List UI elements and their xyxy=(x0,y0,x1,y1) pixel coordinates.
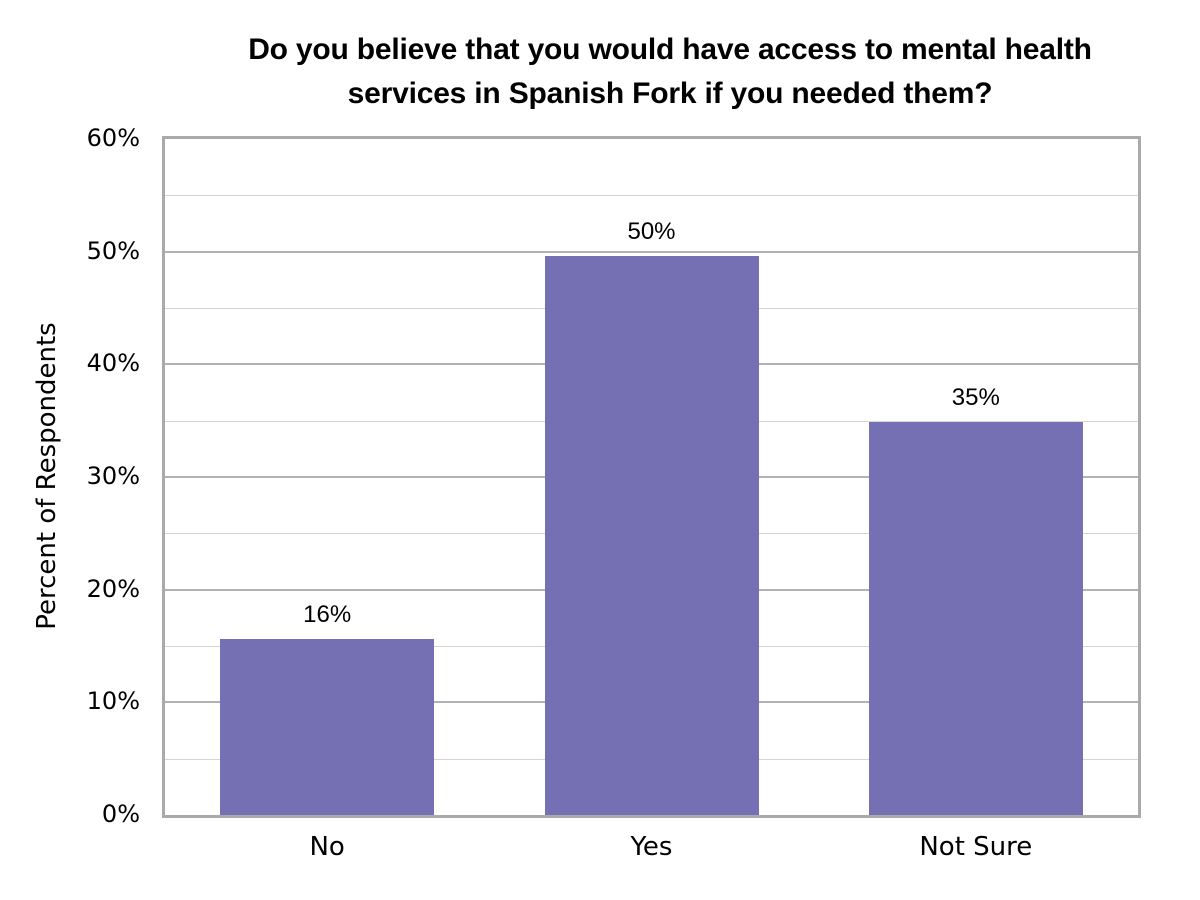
data-label: 50% xyxy=(627,218,676,246)
bar-not-sure xyxy=(868,421,1083,815)
y-tick-label: 60% xyxy=(86,124,140,152)
minor-gridline xyxy=(165,195,1138,197)
chart-title-line-2: services in Spanish Fork if you needed t… xyxy=(347,77,993,110)
bar-no xyxy=(220,639,435,815)
x-tick-label: Yes xyxy=(630,832,673,862)
data-label: 16% xyxy=(303,601,352,629)
major-gridline xyxy=(165,250,1138,253)
y-tick-label: 40% xyxy=(86,349,140,378)
chart-title-line-1: Do you believe that you would have acces… xyxy=(248,33,1092,66)
x-tick-label: Not Sure xyxy=(919,832,1033,862)
y-tick-label: 20% xyxy=(86,574,140,603)
plot-area xyxy=(162,136,1141,818)
y-tick-label: 30% xyxy=(86,462,140,490)
bar-yes xyxy=(544,256,759,815)
x-tick-label: No xyxy=(309,832,345,862)
y-tick-label: 50% xyxy=(86,236,140,265)
y-tick-label: 0% xyxy=(101,800,140,828)
y-tick-label: 10% xyxy=(86,687,140,716)
data-label: 35% xyxy=(951,383,1000,411)
chart-title: Do you believe that you would have acces… xyxy=(120,28,1200,116)
